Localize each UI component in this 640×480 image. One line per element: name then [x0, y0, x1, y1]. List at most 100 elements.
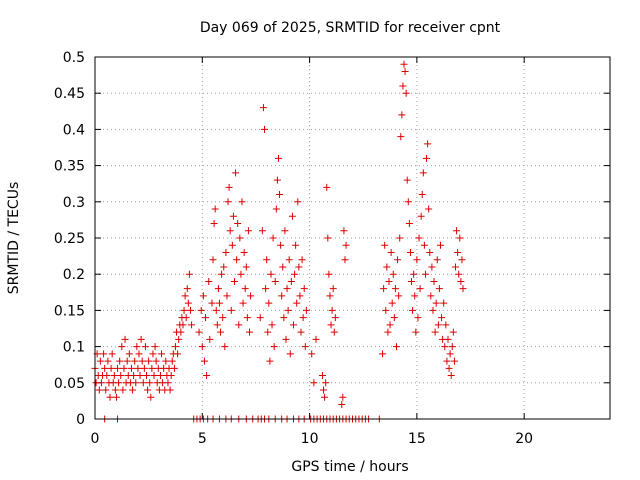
data-point [293, 299, 301, 307]
data-point [383, 263, 391, 271]
data-point [458, 256, 466, 264]
y-tick-label: 0.3 [63, 195, 85, 211]
data-point [130, 372, 138, 380]
data-point [452, 263, 459, 271]
data-point [120, 364, 128, 372]
data-point [112, 393, 120, 401]
data-point [433, 256, 441, 264]
data-point [339, 393, 347, 401]
data-point [184, 299, 192, 307]
data-point [148, 364, 156, 372]
data-point [132, 379, 140, 387]
y-axis-label: SRMTID / TECUs [6, 182, 22, 295]
data-point [230, 277, 238, 285]
data-point [97, 379, 105, 387]
data-point [273, 176, 281, 184]
data-point [438, 314, 446, 322]
data-point [292, 241, 300, 249]
data-point [218, 270, 226, 278]
y-tick-label: 0.25 [54, 231, 85, 247]
data-point [167, 372, 175, 380]
data-point [401, 67, 409, 75]
data-points [91, 60, 467, 423]
data-point [409, 306, 417, 314]
data-point [385, 277, 393, 285]
data-point [259, 104, 267, 112]
data-point [436, 241, 444, 249]
data-point [186, 306, 194, 314]
data-point [341, 256, 349, 264]
data-point [174, 350, 182, 358]
data-point [185, 270, 193, 278]
data-point [390, 314, 398, 322]
data-point [205, 277, 213, 285]
data-point [320, 386, 328, 394]
data-point [397, 133, 405, 141]
data-point [135, 350, 143, 358]
data-point [412, 328, 420, 336]
data-point [381, 241, 389, 249]
data-point [388, 299, 396, 307]
data-point [243, 314, 251, 322]
data-point [158, 350, 166, 358]
data-point [431, 328, 439, 336]
data-point [449, 328, 457, 336]
data-point [127, 364, 135, 372]
data-point [279, 263, 287, 271]
data-point [100, 350, 108, 358]
data-point [162, 357, 170, 365]
data-point [294, 198, 302, 206]
data-point [223, 292, 231, 300]
data-point [171, 343, 179, 351]
data-point [166, 386, 174, 394]
data-point [274, 154, 282, 162]
data-point [454, 248, 462, 256]
data-point [298, 256, 306, 264]
data-point [434, 321, 442, 329]
data-point [106, 393, 114, 401]
y-tick-label: 0 [76, 412, 85, 428]
data-point [286, 350, 294, 358]
data-point [277, 241, 285, 249]
data-point [440, 299, 448, 307]
data-point [181, 292, 189, 300]
data-point [261, 125, 269, 133]
data-point [318, 372, 326, 380]
data-point [200, 357, 208, 365]
data-point [141, 343, 149, 351]
x-tick-label: 15 [408, 431, 426, 447]
data-point [399, 82, 407, 90]
y-tick-label: 0.2 [63, 267, 85, 283]
data-point [156, 372, 164, 380]
data-point [212, 306, 220, 314]
chart-title: Day 069 of 2025, SRMTID for receiver cpn… [200, 20, 501, 36]
data-point [198, 343, 206, 351]
data-point [217, 328, 225, 336]
data-point [179, 321, 187, 329]
data-point [299, 314, 307, 322]
data-point [213, 321, 221, 329]
data-point [406, 248, 414, 256]
data-point [225, 183, 233, 191]
data-point [329, 285, 337, 293]
data-point [238, 198, 246, 206]
data-point [138, 357, 146, 365]
data-point [302, 306, 310, 314]
data-point [177, 328, 185, 336]
data-point [326, 292, 334, 300]
data-point [338, 401, 346, 409]
data-point [146, 379, 154, 387]
data-point [220, 263, 228, 271]
data-point [278, 292, 286, 300]
data-point [387, 248, 395, 256]
data-point [445, 364, 453, 372]
data-point [276, 191, 284, 199]
data-point [425, 205, 433, 213]
data-point [145, 357, 153, 365]
axis-ticks: 0 5 10 15 20 0 0.05 0.1 0.15 0.2 0.25 0.3 0.35 0.4 0.4… [54, 50, 610, 447]
data-point [423, 154, 431, 162]
data-point [229, 212, 237, 220]
data-point [398, 111, 406, 119]
data-point [395, 292, 403, 300]
